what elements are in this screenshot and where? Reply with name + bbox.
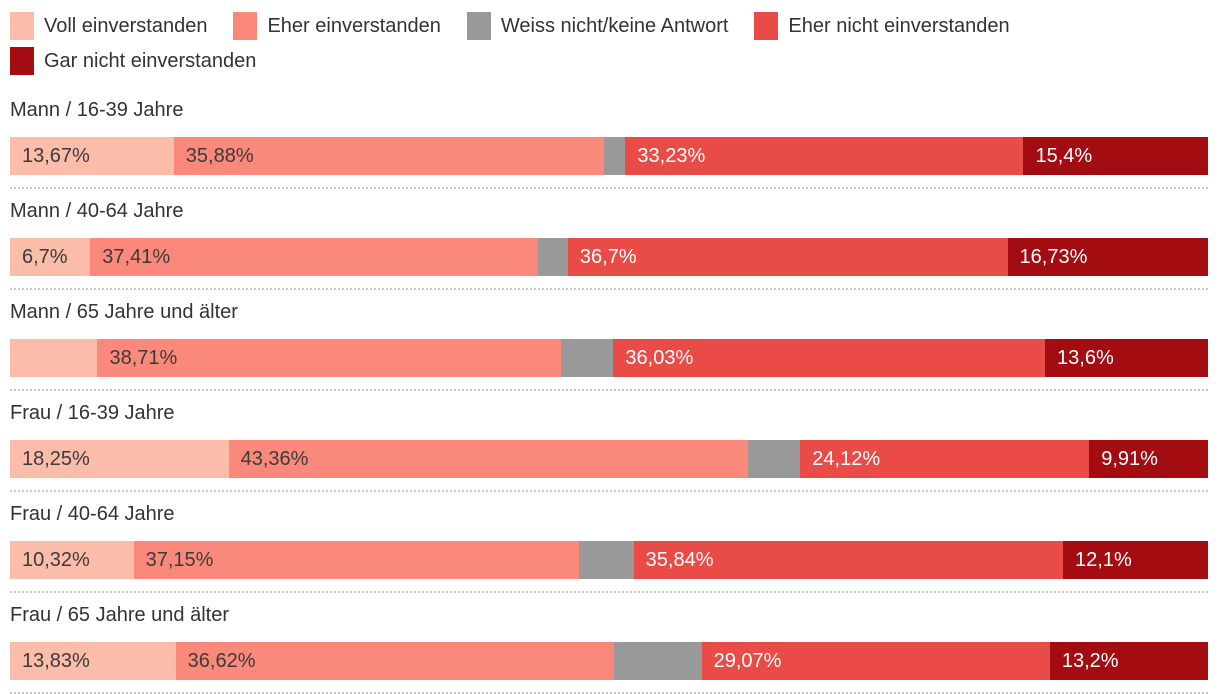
bar-group: Mann / 16-39 Jahre 13,67% 35,88% 33,23% 15,4… xyxy=(10,97,1208,189)
bar-segment-label: 16,73% xyxy=(1019,245,1088,268)
bar-group: Frau / 16-39 Jahre 18,25% 43,36% 24,12% 9,91… xyxy=(10,400,1208,492)
bar-segment-label: 36,7% xyxy=(579,245,637,268)
legend-item: Voll einverstanden xyxy=(10,12,207,40)
stacked-bar: 10,32% 37,15% 35,84% 12,1% xyxy=(10,541,1208,579)
bar-group-label: Mann / 40-64 Jahre xyxy=(10,200,184,222)
bar-segment-label: 12,1% xyxy=(1075,548,1132,571)
bar-segment[interactable]: 36,7% xyxy=(567,238,1008,276)
bar-segment-label: 37,15% xyxy=(145,548,214,571)
bar-segment-label: 35,88% xyxy=(185,144,254,167)
stacked-bar: 6,7% 37,41% 36,7% 16,73% xyxy=(10,238,1208,276)
bar-segment[interactable]: 13,67% xyxy=(10,137,174,175)
legend-swatch-icon xyxy=(754,12,779,40)
bar-segment[interactable]: 24,12% xyxy=(800,440,1090,478)
stacked-bar: 13,83% 36,62% 29,07% 13,2% xyxy=(10,642,1208,680)
bar-segment-label: 33,23% xyxy=(637,144,706,167)
stacked-bar: 18,25% 43,36% 24,12% 9,91% xyxy=(10,440,1208,478)
legend: Voll einverstanden Eher einverstanden Weis… xyxy=(10,12,1208,75)
bar-group-label: Mann / 16-39 Jahre xyxy=(10,99,184,121)
bar-group: Mann / 65 Jahre und älter 38,71% 36,03% 13,… xyxy=(10,299,1208,391)
bar-segment[interactable] xyxy=(578,541,634,579)
bar-group: Mann / 40-64 Jahre 6,7% 37,41% 36,7% 16,73% xyxy=(10,198,1208,290)
bar-segment[interactable]: 38,71% xyxy=(97,339,562,377)
bar-segment-label: 24,12% xyxy=(812,447,881,470)
bar-segment[interactable] xyxy=(561,339,614,377)
bar-segment[interactable]: 15,4% xyxy=(1023,137,1208,175)
bar-segment-label: 36,03% xyxy=(625,346,694,369)
bar-segment[interactable]: 29,07% xyxy=(701,642,1050,680)
bar-segment-label: 43,36% xyxy=(240,447,309,470)
bar-segment[interactable]: 37,15% xyxy=(133,541,579,579)
bar-segment-label: 38,71% xyxy=(109,346,178,369)
legend-item-label: Weiss nicht/keine Antwort xyxy=(500,15,729,37)
bar-segment-label: 37,41% xyxy=(102,245,171,268)
bar-group-label: Frau / 40-64 Jahre xyxy=(10,503,175,525)
bar-segment[interactable]: 16,73% xyxy=(1007,238,1208,276)
bar-segment-label: 36,62% xyxy=(187,649,256,672)
bar-segment-label: 13,2% xyxy=(1061,649,1119,672)
legend-item: Gar nicht einverstanden xyxy=(10,47,256,75)
bar-segment-label: 13,6% xyxy=(1057,346,1114,369)
bar-segment[interactable]: 36,03% xyxy=(613,339,1046,377)
bar-segment[interactable]: 35,88% xyxy=(173,137,604,175)
bar-segment[interactable]: 37,41% xyxy=(90,238,539,276)
bar-segment[interactable] xyxy=(10,339,98,377)
bar-segment[interactable]: 13,2% xyxy=(1049,642,1208,680)
legend-swatch-icon xyxy=(10,47,34,75)
bar-group-label: Frau / 65 Jahre und älter xyxy=(10,604,230,626)
bar-segment[interactable]: 35,84% xyxy=(633,541,1064,579)
bar-segment-label: 13,67% xyxy=(22,144,90,167)
bar-segment-label: 18,25% xyxy=(22,447,90,470)
bar-segment[interactable]: 12,1% xyxy=(1063,541,1208,579)
legend-item: Eher nicht einverstanden xyxy=(754,12,1010,40)
bar-segment[interactable]: 18,25% xyxy=(10,440,229,478)
bar-segment[interactable]: 13,83% xyxy=(10,642,176,680)
stacked-bar: 38,71% 36,03% 13,6% xyxy=(10,339,1208,377)
bar-segment[interactable] xyxy=(748,440,801,478)
bar-segment[interactable] xyxy=(614,642,702,680)
bar-segment-label: 35,84% xyxy=(645,548,714,571)
bar-segment-label: 10,32% xyxy=(22,548,90,571)
legend-item-label: Eher einverstanden xyxy=(267,15,441,37)
legend-swatch-icon xyxy=(233,12,258,40)
legend-item-label: Gar nicht einverstanden xyxy=(44,50,257,72)
legend-item-label: Voll einverstanden xyxy=(44,15,208,37)
bar-segment[interactable]: 13,6% xyxy=(1045,339,1208,377)
bar-group: Frau / 40-64 Jahre 10,32% 37,15% 35,84% 12,1… xyxy=(10,501,1208,593)
bar-segment[interactable]: 9,91% xyxy=(1089,440,1208,478)
bar-segment[interactable]: 10,32% xyxy=(10,541,134,579)
legend-swatch-icon xyxy=(10,12,34,40)
bar-segment[interactable]: 33,23% xyxy=(625,137,1024,175)
legend-item: Eher einverstanden xyxy=(233,12,441,40)
bar-segment[interactable]: 36,62% xyxy=(175,642,615,680)
stacked-bar: 13,67% 35,88% 33,23% 15,4% xyxy=(10,137,1208,175)
chart: Mann / 16-39 Jahre 13,67% 35,88% 33,23% 15,4… xyxy=(10,97,1208,694)
bar-segment-label: 29,07% xyxy=(713,649,782,672)
legend-item: Weiss nicht/keine Antwort xyxy=(466,12,729,40)
legend-swatch-icon xyxy=(466,12,491,40)
bar-segment-label: 13,83% xyxy=(22,649,90,672)
bar-segment[interactable]: 43,36% xyxy=(228,440,749,478)
bar-segment[interactable] xyxy=(538,238,568,276)
bar-segment-label: 15,4% xyxy=(1035,144,1093,167)
bar-group: Frau / 65 Jahre und älter 13,83% 36,62% 29,… xyxy=(10,602,1208,694)
bar-segment-label: 6,7% xyxy=(22,245,68,268)
bar-segment[interactable] xyxy=(603,137,626,175)
legend-item-label: Eher nicht einverstanden xyxy=(788,15,1010,37)
bar-group-label: Frau / 16-39 Jahre xyxy=(10,402,175,424)
bar-segment[interactable]: 6,7% xyxy=(10,238,91,276)
bar-group-label: Mann / 65 Jahre und älter xyxy=(10,301,238,323)
bar-segment-label: 9,91% xyxy=(1101,447,1158,470)
